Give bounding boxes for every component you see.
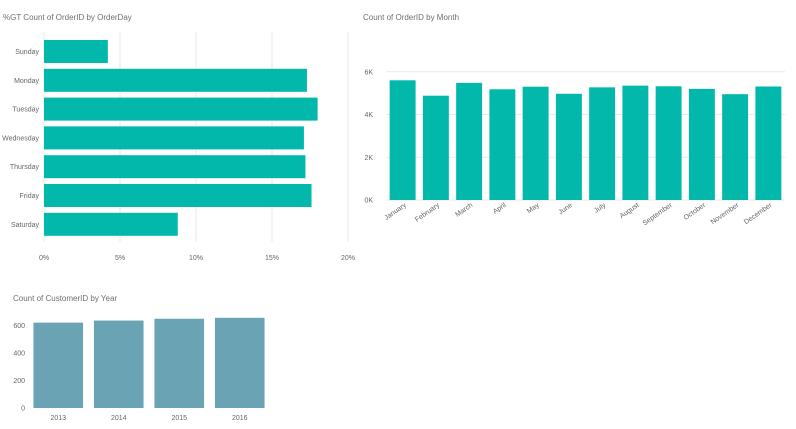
bar-sunday (44, 40, 108, 63)
bar-april (489, 89, 516, 200)
y-tick-label: 6K (364, 69, 373, 76)
bar-october (688, 88, 715, 200)
bar-february (422, 95, 449, 200)
bar-may (522, 86, 549, 200)
x-tick-label: September (642, 202, 675, 228)
y-tick-label: 2K (364, 155, 373, 162)
year-chart-title: Count of CustomerID by Year (13, 294, 118, 303)
bar-december (755, 86, 782, 200)
y-tick-label: 600 (13, 323, 25, 330)
x-tick-label: February (414, 202, 441, 224)
x-tick-label: 20% (341, 255, 355, 262)
orderday-bar-chart: 0% 5% 10% 15% 20% Sunday Monday Tuesday Wednesda… (2, 32, 355, 262)
x-tick-label: July (593, 202, 608, 215)
category-label: Monday (14, 78, 39, 85)
bar-november (722, 94, 749, 200)
bar-2015 (154, 318, 205, 408)
bar-january (389, 80, 416, 200)
x-tick-label: January (383, 202, 408, 222)
x-tick-label: October (683, 202, 708, 222)
bar-august (622, 85, 649, 200)
year-bar-chart: 0 200 400 600 2013 2014 2015 2016 (13, 317, 265, 422)
y-tick-label: 200 (13, 378, 25, 385)
category-label: Sunday (15, 49, 39, 56)
month-chart-title: Count of OrderID by Month (363, 13, 460, 22)
x-tick-label: 0% (39, 255, 49, 262)
orderday-chart-title: %GT Count of OrderID by OrderDay (3, 13, 132, 22)
y-tick-label: 4K (364, 112, 373, 119)
x-tick-label: June (558, 202, 575, 217)
bar-2013 (33, 322, 84, 408)
bar-july (589, 87, 616, 200)
bar-thursday (44, 155, 306, 179)
category-label: Thursday (10, 164, 40, 171)
y-tick-label: 0K (364, 198, 373, 205)
y-tick-label: 400 (13, 350, 25, 357)
bar-wednesday (44, 126, 304, 150)
bar-monday (44, 68, 307, 92)
y-tick-label: 0 (21, 406, 25, 413)
category-label: Wednesday (2, 135, 39, 142)
bar-june (555, 93, 582, 200)
x-tick-label: May (526, 202, 541, 216)
x-tick-label: 2016 (232, 415, 248, 422)
category-label: Tuesday (12, 107, 39, 114)
bar-tuesday (44, 97, 318, 121)
x-tick-label: 2013 (50, 415, 66, 422)
x-tick-label: August (619, 202, 641, 220)
bar-saturday (44, 212, 178, 236)
category-label: Saturday (11, 222, 40, 229)
x-tick-label: April (492, 202, 508, 216)
month-bar-chart: 0K 2K 4K 6K January February March April May June… (364, 69, 785, 227)
bar-2016 (214, 317, 265, 408)
bar-september (655, 86, 682, 200)
x-tick-label: 15% (265, 255, 279, 262)
x-tick-label: 5% (115, 255, 125, 262)
bar-friday (44, 184, 312, 207)
bar-2014 (93, 320, 144, 408)
x-tick-label: 2014 (111, 415, 127, 422)
bar-march (456, 82, 483, 200)
x-tick-label: 10% (189, 255, 203, 262)
x-tick-label: March (454, 202, 474, 219)
category-label: Friday (20, 193, 40, 200)
x-tick-label: November (710, 202, 741, 227)
x-tick-label: 2015 (171, 415, 187, 422)
x-tick-label: December (743, 202, 774, 227)
